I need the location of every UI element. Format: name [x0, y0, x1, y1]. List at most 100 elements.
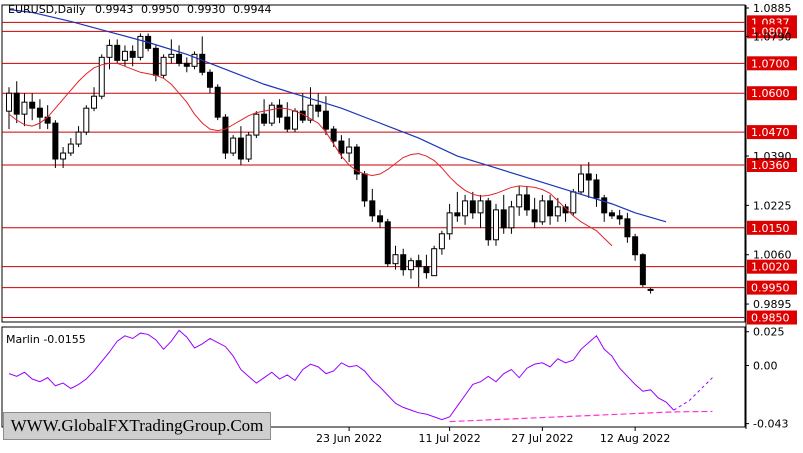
candle-body: [199, 53, 206, 73]
candle-body: [346, 146, 353, 154]
price-tick-label: 1.0790: [753, 30, 792, 43]
indicator-tick-label: -0.043: [753, 418, 788, 431]
level-label-bg: [747, 280, 797, 295]
level-label-bg: [747, 220, 797, 235]
candle-body: [237, 137, 244, 160]
marlin-forecast-line: [673, 377, 713, 411]
candle-body: [531, 209, 538, 223]
chart-frame: [1, 4, 747, 429]
high-value: 0.9950: [141, 3, 180, 16]
level-label-bg: [747, 125, 797, 140]
candle-body: [431, 248, 438, 277]
candle-body: [361, 173, 368, 202]
date-label: 27 Jul 2022: [511, 432, 573, 445]
level-label-bg: [747, 310, 797, 325]
candle-body: [176, 53, 183, 64]
indicator-plot-area: [1, 326, 746, 428]
candle-body: [469, 200, 476, 214]
date-label: 23 Jun 2022: [316, 432, 382, 445]
candle-body: [52, 122, 59, 160]
moving-averages: [8, 8, 667, 247]
price-tick-label: 0.9895: [753, 298, 792, 311]
price-tick-label: 1.0060: [753, 249, 792, 262]
candle-body: [129, 50, 136, 58]
candle-body: [36, 107, 43, 118]
candle-body: [462, 200, 469, 217]
candle-body: [477, 200, 484, 214]
axis-labels: 1.08371.08071.07001.06001.04701.03601.01…: [316, 2, 797, 445]
ma-blue-line: [8, 8, 667, 223]
indicator-pane: [8, 329, 713, 423]
candle-body: [338, 140, 345, 154]
candle-body: [539, 200, 546, 223]
close-value: 0.9944: [233, 3, 272, 16]
level-label: 1.0020: [751, 261, 790, 274]
candle-body: [261, 113, 268, 124]
candle-body: [230, 137, 237, 154]
candle-body: [377, 215, 384, 223]
candle-body: [578, 173, 585, 193]
candle-body: [152, 47, 159, 76]
candle-body: [83, 107, 90, 133]
candle-body: [322, 110, 329, 130]
marlin-support-line: [449, 410, 713, 423]
candle-body: [60, 152, 67, 160]
candle-body: [191, 53, 198, 67]
candle-body: [585, 173, 592, 181]
candle-body: [114, 44, 121, 61]
candle-body: [98, 56, 105, 97]
candle-body: [570, 191, 577, 214]
candle-body: [554, 206, 561, 217]
candle-body: [67, 143, 74, 154]
level-label: 1.0360: [751, 159, 790, 172]
level-label-bg: [747, 86, 797, 101]
candle-body: [523, 194, 530, 211]
indicator-label: Marlin -0.0155: [6, 333, 86, 346]
candle-body: [593, 179, 600, 199]
candle-body: [508, 206, 515, 229]
candle-body: [106, 44, 113, 58]
candle-body: [13, 92, 20, 115]
level-label: 1.0470: [751, 126, 790, 139]
candle-body: [492, 209, 499, 241]
level-label: 1.0807: [751, 25, 790, 38]
candle-body: [500, 209, 507, 229]
candle-body: [268, 104, 275, 124]
candle-body: [137, 35, 144, 58]
symbol-label: EURUSD,Daily: [8, 3, 86, 16]
candle-body: [353, 146, 360, 175]
candle-body: [647, 288, 654, 291]
indicator-tick-label: 0.00: [753, 360, 778, 373]
candle-body: [384, 221, 391, 265]
candle-body: [632, 236, 639, 256]
candle-body: [438, 233, 445, 250]
level-label: 1.0600: [751, 87, 790, 100]
candle-body: [608, 212, 615, 217]
candle-body: [245, 134, 252, 160]
candle-body: [562, 206, 569, 214]
candle-body: [516, 194, 523, 208]
candle-body: [616, 215, 623, 220]
candle-body: [183, 62, 190, 67]
candle-body: [253, 113, 260, 136]
price-plot-area: [1, 4, 746, 323]
level-label: 1.0700: [751, 57, 790, 70]
candle-body: [206, 71, 213, 88]
candle-body: [415, 260, 422, 268]
indicator-tick-label: 0.025: [753, 326, 785, 339]
candle-body: [6, 92, 12, 112]
price-tick-label: 1.0390: [753, 150, 792, 163]
candle-body: [454, 212, 461, 217]
candle-body: [624, 218, 631, 238]
candle-body: [21, 101, 28, 115]
candle-body: [284, 116, 291, 130]
candle-body: [222, 116, 229, 154]
level-label-bg: [747, 56, 797, 71]
candle-body: [91, 95, 98, 109]
low-value: 0.9930: [187, 3, 226, 16]
candle-body: [168, 53, 175, 58]
price-tick-label: 1.0225: [753, 199, 792, 212]
level-label-bg: [747, 259, 797, 274]
candle-body: [423, 266, 430, 274]
